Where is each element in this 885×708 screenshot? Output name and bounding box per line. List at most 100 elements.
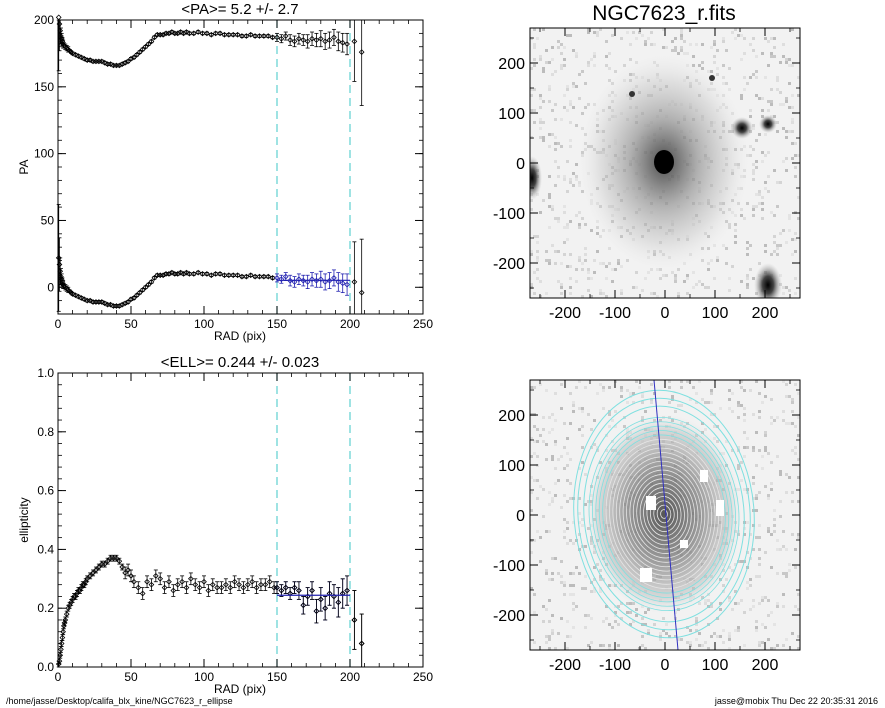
- diamond-marker: [296, 35, 302, 42]
- x-tick-label: 100: [194, 317, 214, 331]
- noise-pixel: [551, 458, 554, 461]
- data-point: [287, 34, 294, 46]
- noise-pixel: [722, 82, 725, 85]
- x-tick-label: -200: [549, 657, 581, 674]
- noise-pixel: [797, 458, 800, 461]
- diamond-marker: [269, 34, 276, 41]
- noise-pixel: [746, 581, 749, 584]
- noise-pixel: [584, 106, 587, 109]
- data-point: [313, 32, 320, 48]
- noise-pixel: [749, 145, 752, 148]
- noise-pixel: [746, 247, 749, 250]
- data-point: [291, 276, 298, 288]
- noise-pixel: [791, 130, 794, 133]
- noise-pixel: [560, 617, 563, 620]
- data-point: [260, 33, 267, 39]
- noise-pixel: [785, 572, 788, 575]
- noise-pixel: [794, 566, 797, 569]
- noise-pixel: [575, 163, 578, 166]
- data-point: [351, 241, 358, 315]
- noise-pixel: [533, 539, 536, 542]
- data-point: [282, 272, 289, 281]
- noise-pixel: [536, 256, 539, 259]
- noise-pixel: [791, 449, 794, 452]
- diamond-marker: [148, 581, 155, 588]
- noise-pixel: [539, 211, 542, 214]
- noise-pixel: [554, 70, 557, 73]
- noise-pixel: [545, 292, 548, 295]
- diamond-marker: [125, 299, 131, 305]
- noise-pixel: [599, 575, 602, 578]
- noise-pixel: [650, 268, 653, 271]
- noise-pixel: [752, 497, 755, 500]
- noise-pixel: [533, 88, 536, 91]
- noise-pixel: [707, 647, 710, 650]
- noise-pixel: [770, 211, 773, 214]
- noise-pixel: [686, 626, 689, 629]
- data-point: [339, 578, 346, 609]
- diamond-marker: [262, 581, 269, 588]
- noise-pixel: [680, 638, 683, 641]
- diamond-marker: [55, 661, 62, 667]
- noise-pixel: [569, 635, 572, 638]
- diamond-marker: [90, 570, 96, 576]
- noise-pixel: [548, 100, 551, 103]
- diamond-marker: [161, 584, 168, 591]
- noise-pixel: [572, 49, 575, 52]
- diamond-marker: [339, 39, 346, 46]
- noise-pixel: [707, 599, 710, 602]
- noise-pixel: [641, 395, 644, 398]
- noise-pixel: [686, 52, 689, 55]
- noise-pixel: [557, 142, 560, 145]
- noise-pixel: [767, 452, 770, 455]
- noise-pixel: [575, 175, 578, 178]
- data-point: [174, 578, 181, 591]
- noise-pixel: [587, 28, 590, 31]
- noise-pixel: [782, 545, 785, 548]
- diamond-marker: [335, 599, 342, 606]
- noise-pixel: [761, 455, 764, 458]
- noise-pixel: [773, 419, 776, 422]
- noise-pixel: [605, 277, 608, 280]
- noise-pixel: [737, 446, 740, 449]
- noise-pixel: [542, 416, 545, 419]
- diamond-marker: [87, 57, 93, 63]
- noise-pixel: [578, 211, 581, 214]
- noise-pixel: [785, 638, 788, 641]
- x-tick-label: 200: [340, 670, 360, 684]
- noise-pixel: [602, 578, 605, 581]
- noise-pixel: [767, 190, 770, 193]
- noise-pixel: [698, 380, 701, 383]
- noise-pixel: [785, 548, 788, 551]
- noise-pixel: [752, 49, 755, 52]
- noise-pixel: [695, 283, 698, 286]
- noise-pixel: [728, 88, 731, 91]
- noise-pixel: [710, 401, 713, 404]
- noise-pixel: [575, 214, 578, 217]
- diamond-marker: [57, 652, 64, 659]
- noise-pixel: [542, 28, 545, 31]
- data-point: [75, 53, 82, 59]
- data-point: [252, 33, 258, 39]
- noise-pixel: [764, 431, 767, 434]
- noise-pixel: [785, 575, 788, 578]
- noise-pixel: [551, 629, 554, 632]
- noise-pixel: [560, 383, 563, 386]
- noise-pixel: [767, 614, 770, 617]
- noise-pixel: [596, 392, 599, 395]
- noise-pixel: [695, 43, 698, 46]
- noise-pixel: [716, 259, 719, 262]
- diamond-marker: [291, 279, 298, 285]
- noise-pixel: [743, 455, 746, 458]
- noise-pixel: [674, 46, 677, 49]
- data-point: [78, 54, 85, 61]
- isophote-ellipse: [653, 500, 675, 528]
- diamond-marker: [335, 38, 342, 45]
- diamond-marker: [187, 575, 194, 582]
- noise-pixel: [632, 401, 635, 404]
- noise-pixel: [590, 229, 593, 232]
- noise-pixel: [563, 446, 566, 449]
- noise-pixel: [596, 31, 599, 34]
- mask-region: [640, 568, 652, 582]
